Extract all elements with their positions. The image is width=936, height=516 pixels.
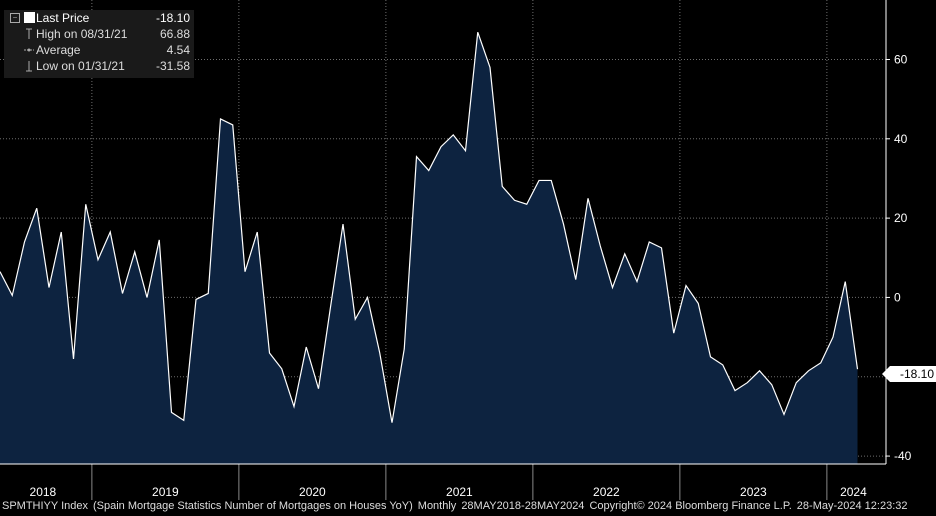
- collapse-icon[interactable]: −: [10, 13, 20, 23]
- x-tick-label: 2019: [152, 485, 179, 499]
- footer-frequency: Monthly: [417, 500, 457, 512]
- legend-row-last-price: − Last Price -18.10: [4, 10, 194, 26]
- y-tick-label: 40: [894, 132, 908, 146]
- legend-average-label: Average: [36, 43, 81, 57]
- legend-low-label: Low on 01/31/21: [36, 59, 125, 73]
- legend-last-price-label: Last Price: [36, 11, 90, 25]
- legend-low-value: -31.58: [155, 59, 190, 73]
- x-tick-label: 2023: [740, 485, 767, 499]
- legend-row-high: High on 08/31/21 66.88: [4, 26, 194, 42]
- legend: − Last Price -18.10 High on 08/31/21 66.…: [4, 10, 194, 78]
- legend-average-value: 4.54: [166, 43, 190, 57]
- y-tick-label: 60: [894, 52, 908, 66]
- y-tick-label: 20: [894, 211, 908, 225]
- x-tick-label: 2024: [840, 485, 867, 499]
- legend-high-value: 66.88: [159, 27, 190, 41]
- x-tick-label: 2020: [299, 485, 326, 499]
- low-marker-icon: [26, 61, 32, 72]
- legend-row-low: Low on 01/31/21 -31.58: [4, 58, 194, 74]
- footer-ticker: SPMTHIYY Index: [2, 500, 88, 512]
- series-line: [0, 32, 859, 423]
- legend-row-average: Average 4.54: [4, 42, 194, 58]
- x-tick-label: 2018: [30, 485, 57, 499]
- last-price-tag-value: -18.10: [899, 367, 934, 381]
- last-price-tag: -18.10: [882, 366, 936, 382]
- x-tick-label: 2022: [593, 485, 620, 499]
- footer-timestamp: 28-May-2024 12:23:32: [796, 500, 908, 512]
- legend-last-price-value: -18.10: [155, 11, 190, 25]
- footer-copyright: Copyright© 2024 Bloomberg Finance L.P.: [589, 500, 792, 512]
- series-area: [0, 32, 858, 464]
- x-tick-label: 2021: [446, 485, 473, 499]
- footer-range: 28MAY2018-28MAY2024: [461, 500, 585, 512]
- last-price-swatch-icon: [24, 12, 35, 23]
- average-marker-icon: [24, 48, 34, 52]
- legend-high-label: High on 08/31/21: [36, 27, 128, 41]
- footer-description: (Spain Mortgage Statistics Number of Mor…: [93, 500, 413, 512]
- y-axis: -40-200204060: [885, 0, 912, 464]
- y-tick-label: 0: [894, 290, 901, 304]
- x-axis: 2018 2019 2020 2021 2022 2023 2024: [0, 463, 886, 500]
- y-tick-label: -40: [894, 449, 912, 463]
- high-marker-icon: [26, 28, 32, 39]
- chart-footer: SPMTHIYY Index (Spain Mortgage Statistics…: [2, 500, 912, 512]
